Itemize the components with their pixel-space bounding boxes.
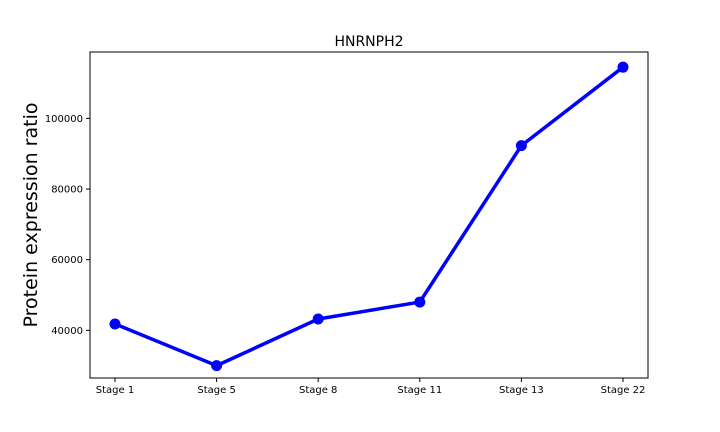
- x-tick-label: Stage 8: [299, 385, 337, 396]
- chart-title: HNRNPH2: [334, 34, 403, 50]
- data-point: [617, 61, 629, 73]
- data-point: [414, 296, 426, 308]
- x-tick-label: Stage 1: [96, 385, 134, 396]
- data-point: [312, 313, 324, 325]
- plot-frame: [89, 51, 649, 379]
- y-axis-ticks: 40000 60000 80000 100000: [45, 114, 90, 337]
- y-axis-label: Protein expression ratio: [20, 103, 42, 328]
- data-point: [211, 360, 223, 372]
- data-point: [109, 318, 121, 330]
- x-tick-label: Stage 5: [197, 385, 235, 396]
- x-tick-label: Stage 22: [601, 385, 646, 396]
- data-point: [515, 140, 527, 152]
- series-line: [113, 65, 625, 368]
- series-layer: [109, 61, 629, 372]
- y-tick-label: 60000: [51, 255, 83, 266]
- x-tick-label: Stage 13: [499, 385, 544, 396]
- y-tick-label: 40000: [51, 326, 83, 337]
- x-tick-label: Stage 11: [397, 385, 442, 396]
- y-tick-label: 100000: [45, 114, 83, 125]
- x-axis-ticks: Stage 1 Stage 5 Stage 8 Stage 11 Stage 13 Sta…: [96, 378, 646, 396]
- y-tick-label: 80000: [51, 185, 83, 196]
